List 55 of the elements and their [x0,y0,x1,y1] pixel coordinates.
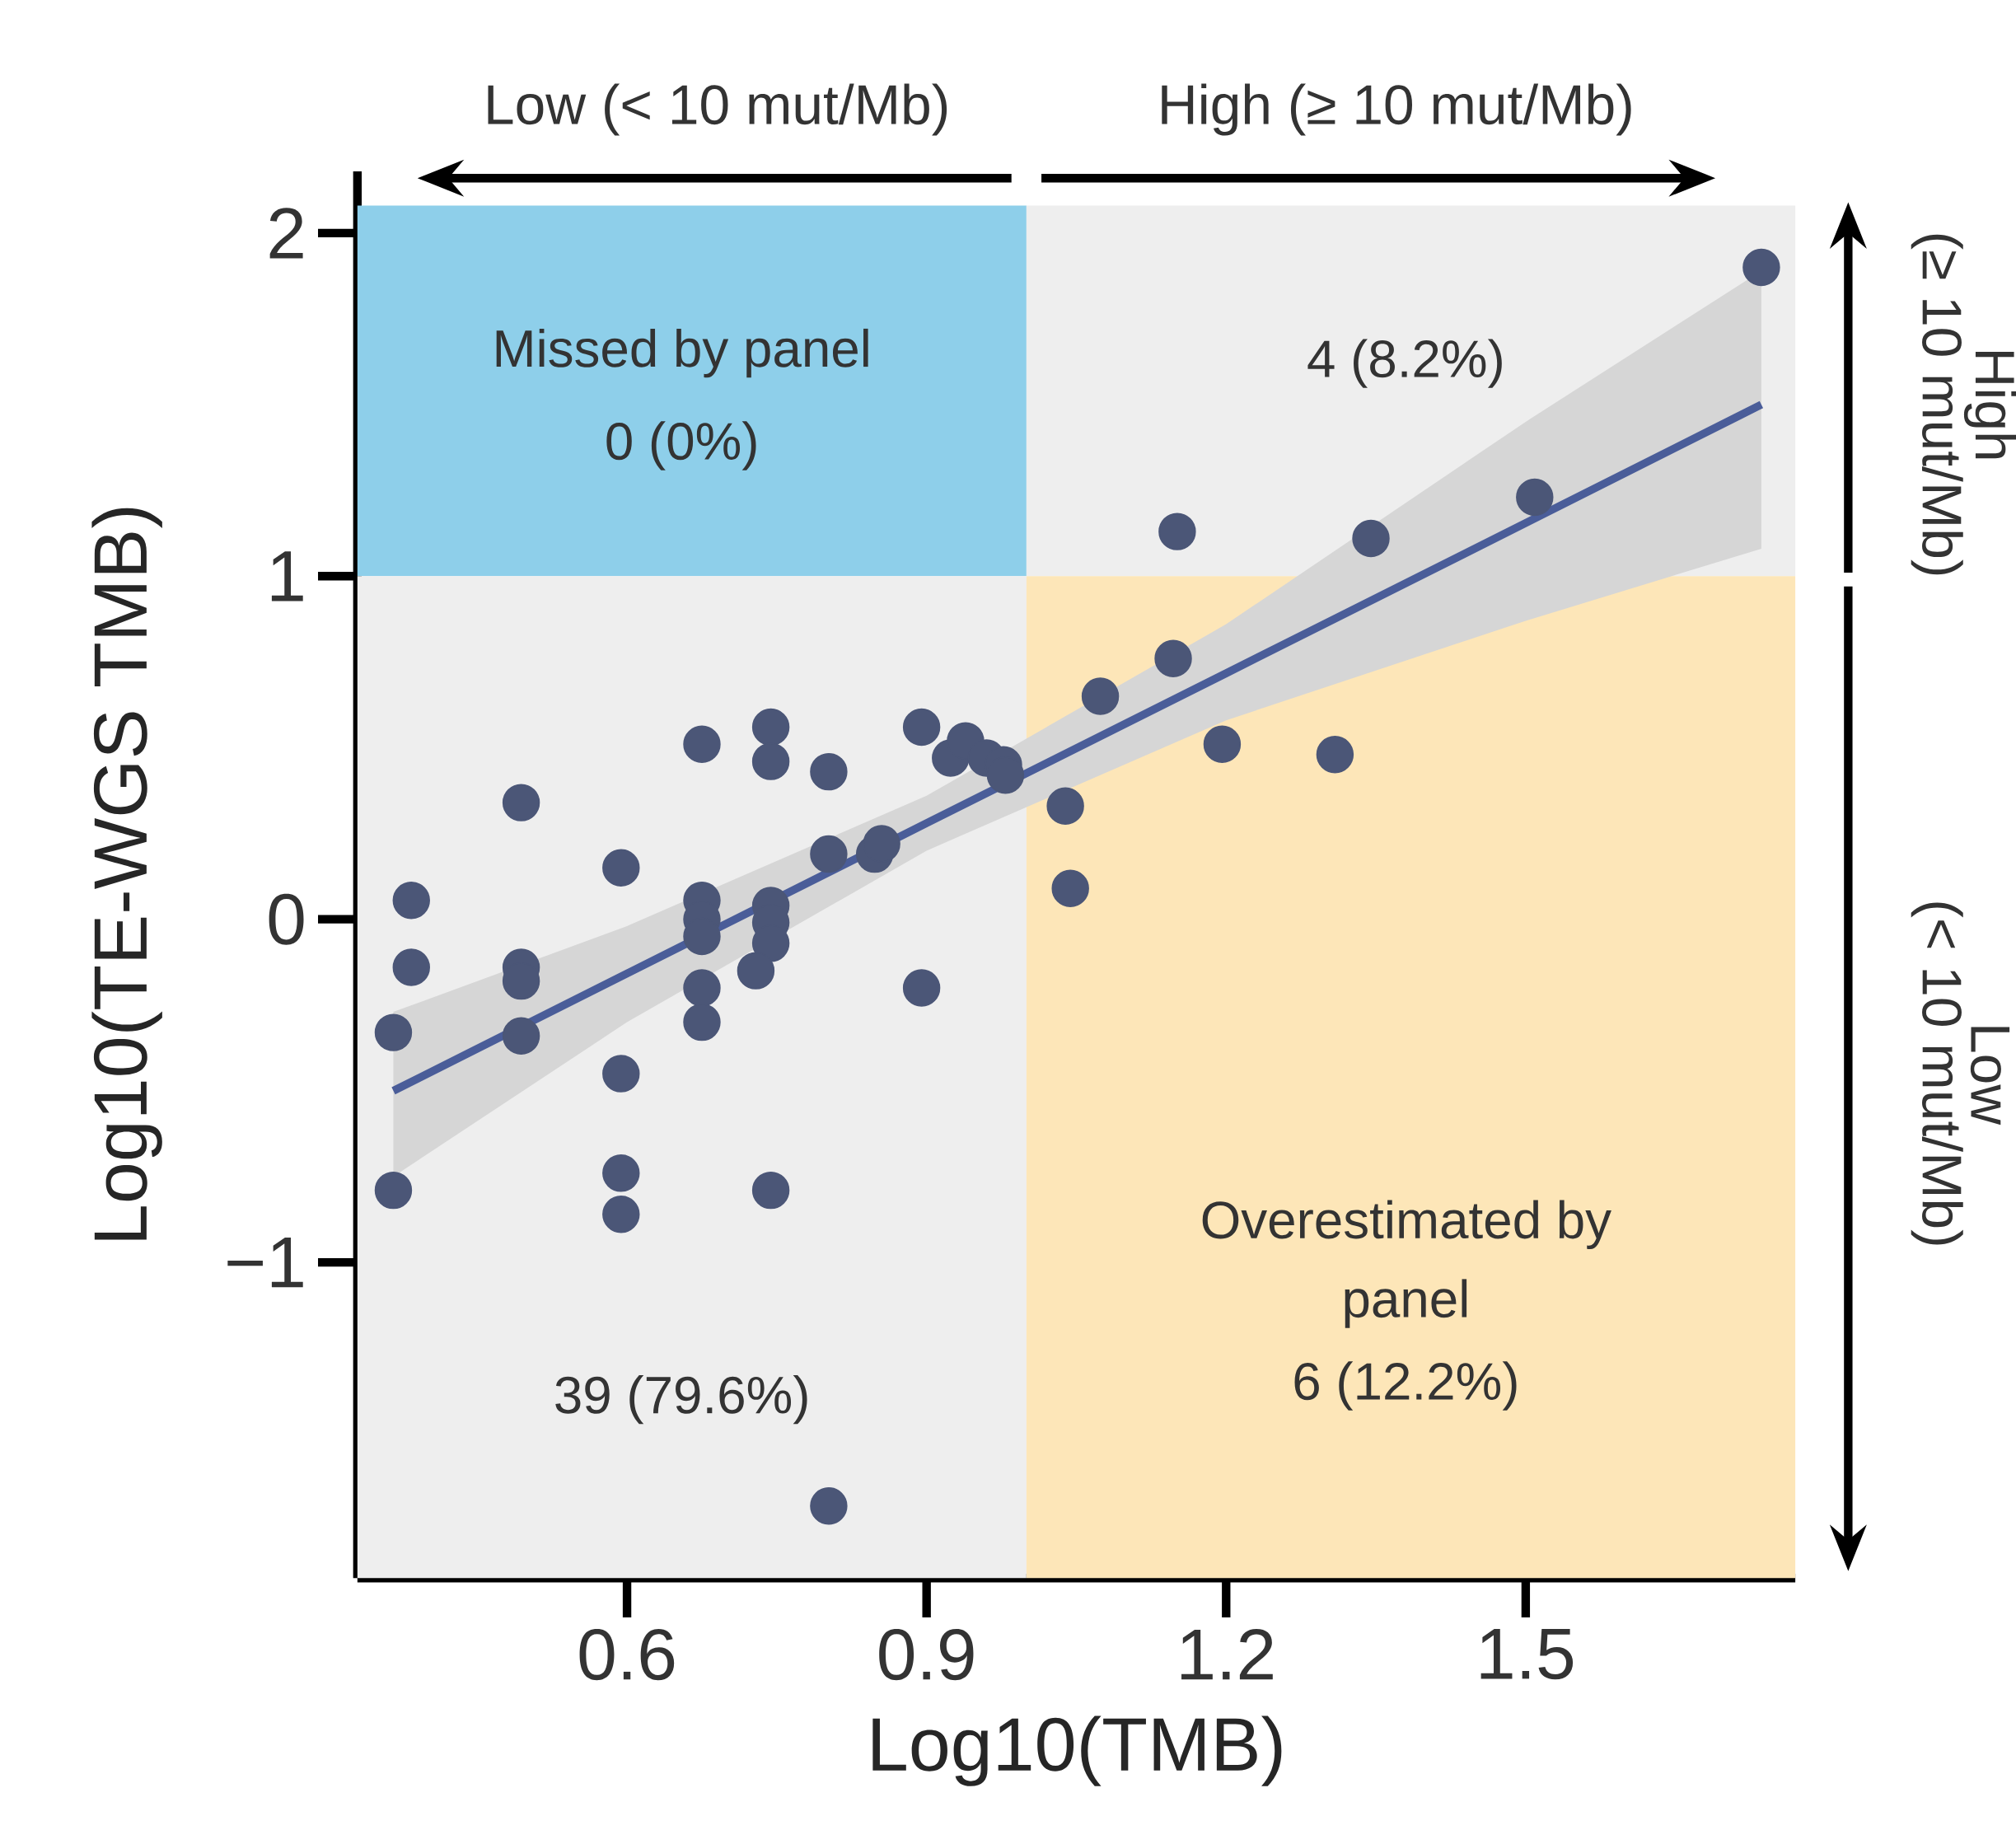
annotation: 39 (79.6%) [555,1374,807,1425]
point [392,948,430,986]
point [1316,736,1354,774]
point [502,1017,540,1055]
point [602,849,640,887]
x-axis-title: Log10(TMB) [872,1715,1282,1786]
annotation: 4 (8.2%) [1307,339,1502,388]
point [1158,512,1196,550]
y-tick-label: 2 [269,208,303,259]
x-tick-label: 0.6 [579,1629,675,1681]
point [1051,869,1089,907]
x-tick-label: 1.5 [1480,1629,1574,1680]
text: (< 10 mut/Mb) [1911,902,1963,1245]
point [1203,725,1242,763]
y-axis-title: Log10(TE-WGS TMB) [91,508,162,1240]
text: High [1963,351,2016,459]
point [751,1171,790,1210]
text: High (≥ 10 mut/Mb) [1162,83,1631,136]
point [810,835,848,873]
annotation: Missed by panel [496,328,868,378]
y-tick-label: −1 [227,1237,303,1288]
x-tick-label: 0.9 [879,1629,974,1681]
y-tick-label: 1 [271,551,303,601]
text: (≥ 10 mut/Mb) [1911,234,1963,575]
annotation: 0 (0%) [606,421,756,470]
point [1352,519,1390,558]
point [374,1013,413,1051]
point [683,1003,721,1041]
point [1516,478,1554,517]
point [737,952,775,990]
point [683,725,721,763]
point [751,742,790,780]
point [683,969,721,1007]
point [902,708,941,747]
annotation: 6 (12.2%) [1294,1361,1517,1411]
y-tick-label: 0 [269,893,304,945]
point [602,1055,640,1093]
point [1081,677,1120,715]
annotation: panel [1345,1279,1467,1328]
point [810,1487,848,1525]
point [602,1154,640,1192]
point [1046,787,1084,825]
point [602,1196,640,1233]
text: Low (< 10 mut/Mb) [488,83,947,136]
point [392,882,430,920]
point [502,784,540,821]
point [751,708,790,747]
x-tick-label: 1.2 [1181,1629,1273,1680]
point [1154,639,1192,677]
annotation: Overestimated by [1202,1200,1611,1249]
point [374,1171,413,1210]
point [810,752,848,791]
text: Low [1970,1027,2010,1126]
point [1742,248,1780,287]
point [902,969,941,1007]
